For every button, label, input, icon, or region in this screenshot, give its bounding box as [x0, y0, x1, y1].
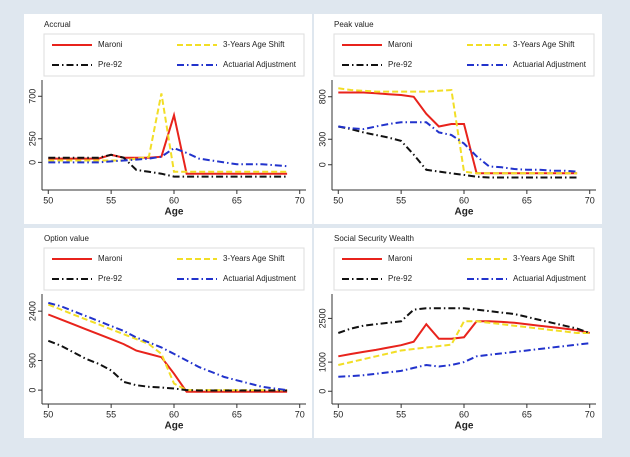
x-tick-label: 60 — [169, 195, 179, 205]
legend-box — [333, 247, 595, 291]
x-axis-label: Age — [455, 207, 474, 218]
panel — [314, 14, 602, 224]
series-line — [48, 153, 288, 178]
y-tick-label: 1000 — [317, 352, 327, 372]
legend-label: Actuarial Adjustment — [513, 60, 587, 69]
legend-label: Pre-92 — [98, 60, 123, 69]
y-tick-label: 300 — [317, 132, 327, 147]
x-tick-label: 70 — [295, 195, 305, 205]
x-axis-label: Age — [165, 207, 184, 218]
y-tick-label: 0 — [317, 389, 327, 394]
legend-label: Actuarial Adjustment — [513, 274, 587, 283]
series-line — [338, 87, 578, 175]
legend-box — [333, 33, 595, 77]
x-tick-label: 50 — [43, 409, 53, 419]
x-tick-label: 50 — [43, 195, 53, 205]
x-tick-label: 65 — [522, 409, 532, 419]
x-tick-label: 60 — [169, 409, 179, 419]
x-tick-label: 55 — [396, 409, 406, 419]
y-tick-label: 700 — [27, 89, 37, 104]
series-line — [338, 125, 578, 179]
x-tick-label: 70 — [585, 195, 595, 205]
series-line — [47, 339, 288, 392]
x-tick-label: 60 — [459, 409, 469, 419]
series-line — [48, 147, 288, 168]
legend-label: Maroni — [98, 40, 123, 49]
legend-label: Maroni — [98, 254, 123, 263]
legend-label: Pre-92 — [388, 274, 413, 283]
series-line — [338, 121, 578, 173]
panel — [24, 228, 312, 438]
x-tick-label: 65 — [232, 195, 242, 205]
legend-label: Pre-92 — [388, 60, 413, 69]
y-tick-label: 0 — [317, 162, 327, 167]
legend-label: Actuarial Adjustment — [223, 60, 297, 69]
y-tick-label: 2400 — [27, 301, 37, 321]
legend-label: 3-Years Age Shift — [513, 40, 575, 49]
x-tick-label: 50 — [333, 409, 343, 419]
x-axis-label: Age — [165, 421, 184, 432]
legend-box — [43, 247, 305, 291]
legend-label: Maroni — [388, 40, 413, 49]
legend-label: Maroni — [388, 254, 413, 263]
x-tick-label: 65 — [522, 195, 532, 205]
y-tick-label: 0 — [27, 160, 37, 165]
series-line — [337, 307, 591, 334]
x-tick-label: 60 — [459, 195, 469, 205]
x-tick-label: 55 — [396, 195, 406, 205]
x-tick-label: 70 — [585, 409, 595, 419]
y-tick-label: 250 — [27, 131, 37, 146]
x-axis-label: Age — [455, 421, 474, 432]
panel-title: Accrual — [44, 20, 71, 29]
y-tick-label: 800 — [317, 89, 327, 104]
legend-box — [43, 33, 305, 77]
legend-label: 3-Years Age Shift — [513, 254, 575, 263]
series-line — [48, 93, 288, 173]
x-tick-label: 55 — [106, 409, 116, 419]
y-tick-label: 900 — [27, 353, 37, 368]
series-line — [338, 320, 590, 366]
series-line — [338, 320, 590, 358]
panel — [24, 14, 312, 224]
panel-title: Social Security Wealth — [334, 234, 414, 243]
series-line — [338, 91, 578, 175]
panel-title: Peak value — [334, 20, 374, 29]
panel-title: Option value — [44, 234, 89, 243]
x-tick-label: 55 — [106, 195, 116, 205]
series-line — [47, 313, 288, 393]
y-tick-label: 2500 — [317, 308, 327, 328]
x-tick-label: 70 — [295, 409, 305, 419]
x-tick-label: 65 — [232, 409, 242, 419]
legend-label: Actuarial Adjustment — [223, 274, 297, 283]
legend-label: 3-Years Age Shift — [223, 40, 285, 49]
y-tick-label: 0 — [27, 388, 37, 393]
series-line — [47, 303, 288, 392]
x-tick-label: 50 — [333, 195, 343, 205]
legend-label: Pre-92 — [98, 274, 123, 283]
series-line — [338, 342, 590, 378]
legend-label: 3-Years Age Shift — [223, 254, 285, 263]
